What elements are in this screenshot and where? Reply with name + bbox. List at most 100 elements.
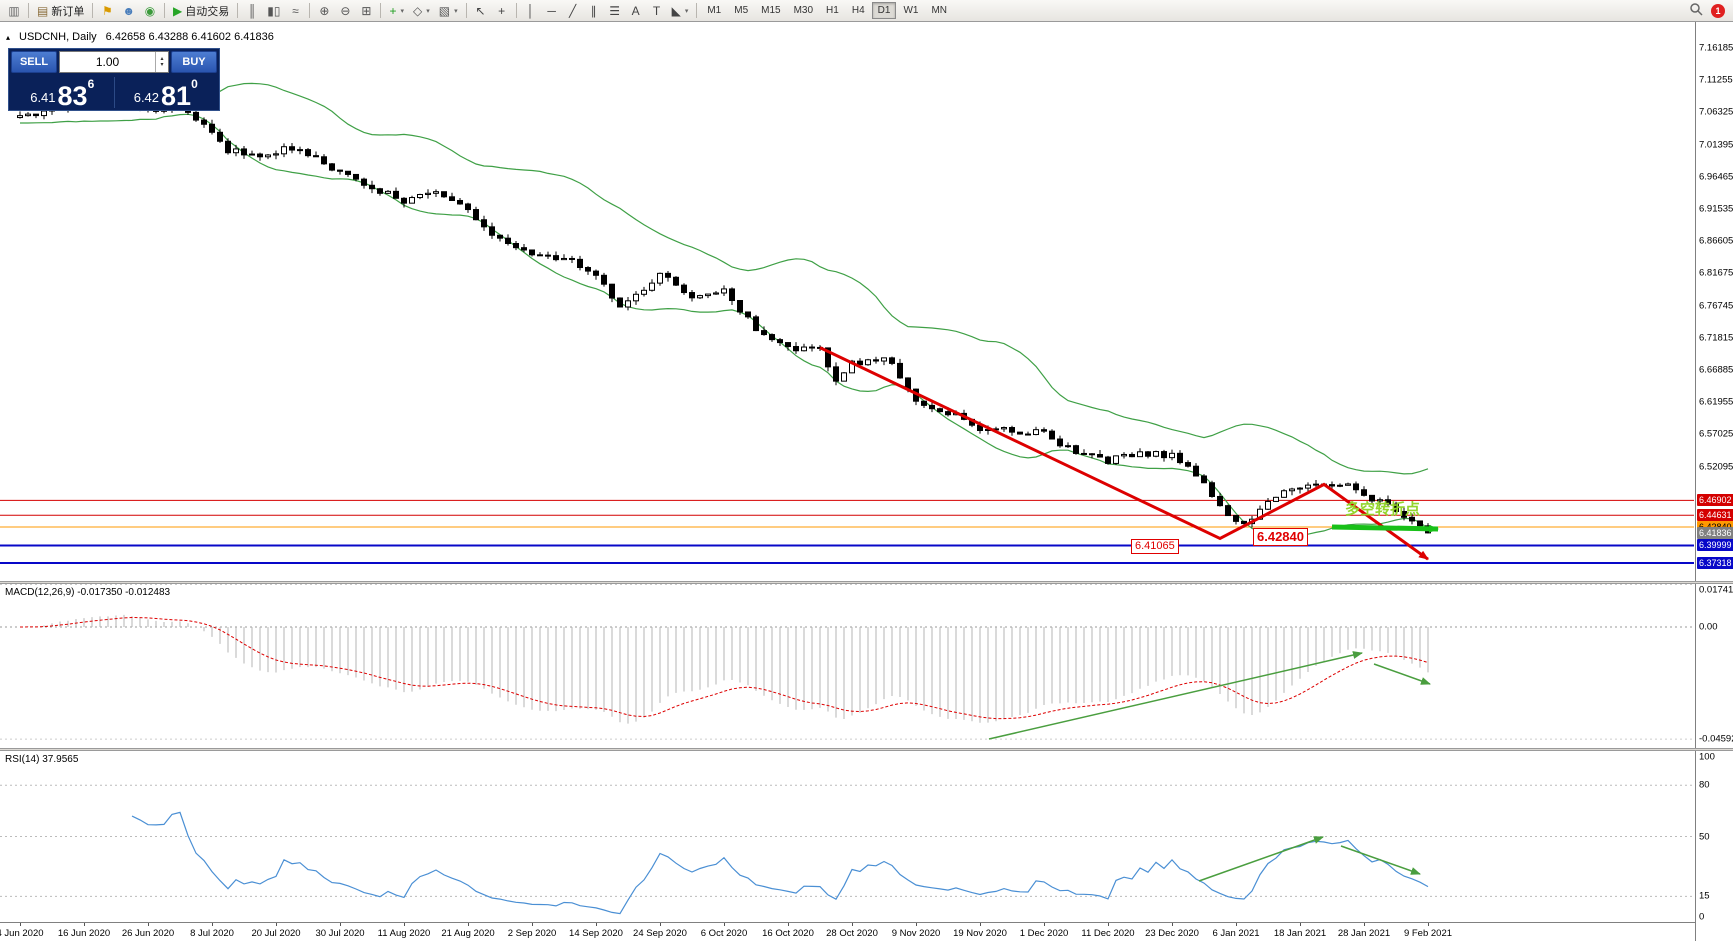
time-axis-tick — [84, 923, 85, 926]
price-label-level[interactable]: 6.42840 — [1253, 528, 1308, 546]
time-axis-tick — [532, 923, 533, 926]
spinner-up-icon[interactable]: ▴ — [160, 56, 164, 62]
time-axis-tick — [1108, 923, 1109, 926]
chart-ohlc-values: 6.42658 6.43288 6.41602 6.41836 — [105, 31, 274, 43]
timeframe-m5[interactable]: M5 — [734, 5, 749, 16]
timeframe-d1[interactable]: D1 — [871, 2, 897, 19]
zoom-in-button[interactable]: ⊕ — [314, 2, 334, 20]
current-price-marker: 6.41836 — [1697, 527, 1733, 540]
bar-chart-button[interactable]: ║ — [242, 2, 262, 20]
dropdown-caret-icon[interactable]: ▾ — [400, 7, 404, 15]
buy-price-head: 6.42 — [133, 90, 160, 105]
turning-point-annotation[interactable]: 多空转折点 — [1345, 501, 1421, 518]
time-axis-tick — [980, 923, 981, 926]
rsi-axis-label: 50 — [1699, 831, 1710, 842]
time-axis-tick — [20, 923, 21, 926]
notification-badge[interactable]: 1 — [1711, 3, 1725, 18]
time-axis-label: 9 Feb 2021 — [1403, 928, 1453, 939]
zoom-out-button[interactable]: ⊖ — [335, 2, 355, 20]
macd-axis-label: 0.00 — [1699, 621, 1718, 633]
new-order-button[interactable]: ▤ 新订单 — [33, 2, 88, 20]
spinner-down-icon[interactable]: ▾ — [160, 62, 164, 68]
timeframe-m15[interactable]: M15 — [761, 5, 781, 16]
time-axis-label: 2 Sep 2020 — [507, 928, 557, 939]
panel-splitter[interactable] — [0, 748, 1733, 751]
volume-input[interactable]: 1.00 ▴ ▾ — [59, 51, 169, 73]
megaphone-icon: ⚑ — [101, 3, 113, 18]
fibonacci-button[interactable]: ☰ — [605, 2, 625, 20]
volume-spinner[interactable]: ▴ ▾ — [155, 52, 168, 72]
announcement-button[interactable]: ⚑ — [97, 2, 117, 20]
price-axis-label: 6.52095 — [1699, 461, 1733, 472]
sell-price-sup: 6 — [87, 77, 95, 91]
trendline-button[interactable]: ╱ — [563, 2, 583, 20]
price-axis-label: 6.86605 — [1699, 235, 1733, 247]
time-axis-label: 6 Oct 2020 — [700, 928, 748, 939]
time-axis-label: 28 Oct 2020 — [826, 928, 878, 939]
timeframe-h1[interactable]: H1 — [826, 5, 839, 16]
templates-icon: ▧ — [438, 3, 451, 18]
one-click-trading-panel: SELL 1.00 ▴ ▾ BUY 6.41 83 6 6.42 81 0 — [8, 48, 220, 111]
dropdown-caret-icon[interactable]: ▾ — [684, 7, 689, 15]
time-axis-tick — [596, 923, 597, 926]
timeframe-m30[interactable]: M30 — [793, 5, 814, 16]
crosshair-button[interactable]: + — [492, 2, 512, 20]
dropdown-caret-icon[interactable]: ▾ — [454, 7, 458, 15]
time-axis-label: 1 Dec 2020 — [1019, 928, 1069, 939]
toolbar-separator — [237, 3, 239, 18]
chart-marker-icon: ▴ — [6, 32, 11, 42]
candlestick-chart-button[interactable]: ▮▯ — [263, 2, 284, 20]
toolbar-separator — [515, 3, 517, 18]
price-axis-label: 6.76745 — [1699, 300, 1733, 312]
timeframe-m1[interactable]: M1 — [707, 5, 722, 16]
horizontal-line-button[interactable]: ─ — [542, 2, 562, 20]
panel-splitter[interactable] — [0, 581, 1733, 584]
zoom-out-icon: ⊖ — [340, 3, 351, 18]
indicators-plus-icon: + — [389, 3, 397, 18]
rsi-indicator-chart[interactable] — [0, 751, 1695, 922]
price-label-low[interactable]: 6.41065 — [1131, 539, 1179, 554]
market-button[interactable]: ◉ — [140, 2, 160, 20]
timeframe-w1[interactable]: W1 — [903, 5, 919, 16]
rsi-axis-label: 100 — [1699, 751, 1715, 763]
search-icon[interactable] — [1689, 2, 1703, 19]
channel-button[interactable]: ∥ — [584, 2, 604, 20]
main-price-chart[interactable] — [0, 22, 1695, 581]
arrows-button[interactable]: ◣ ▾ — [668, 2, 693, 20]
autotrading-button-label: 自动交易 — [185, 5, 230, 18]
chart-window-button[interactable]: ▥ — [4, 2, 24, 20]
text-label-button[interactable]: T — [647, 2, 667, 20]
tile-windows-button[interactable]: ⊞ — [356, 2, 376, 20]
price-axis-label: 6.71815 — [1699, 332, 1733, 344]
community-button[interactable]: ☻ — [118, 2, 139, 20]
toolbar-separator — [92, 3, 94, 18]
timeframe-mn[interactable]: MN — [931, 5, 947, 16]
price-level-marker: 6.39999 — [1697, 539, 1733, 552]
vertical-line-button[interactable]: │ — [521, 2, 541, 20]
price-axis-label: 6.96465 — [1699, 171, 1733, 183]
line-chart-button[interactable]: ≈ — [285, 2, 305, 20]
crosshair-icon: + — [498, 3, 506, 18]
text-button[interactable]: A — [626, 2, 646, 20]
indicators-button[interactable]: + ▾ — [385, 2, 408, 20]
price-axis[interactable]: 7.16185 7.11255 7.06325 7.01395 6.96465 6.915… — [1695, 22, 1733, 941]
price-level-marker: 6.37318 — [1697, 557, 1733, 569]
time-axis-tick — [1300, 923, 1301, 926]
objects-button[interactable]: ◇ ▾ — [409, 2, 434, 20]
time-axis-tick — [468, 923, 469, 926]
rsi-axis-label: 80 — [1699, 779, 1710, 791]
cursor-button[interactable]: ↖ — [471, 2, 491, 20]
autotrading-button[interactable]: ▶ 自动交易 — [169, 2, 233, 20]
sell-button[interactable]: SELL — [11, 51, 57, 73]
fibonacci-icon: ☰ — [609, 3, 620, 18]
timeframe-h4[interactable]: H4 — [851, 5, 865, 16]
time-axis-label: 9 Nov 2020 — [891, 928, 941, 939]
time-axis[interactable]: 4 Jun 2020 16 Jun 2020 26 Jun 2020 8 Jul 20… — [0, 922, 1695, 941]
dropdown-caret-icon[interactable]: ▾ — [426, 7, 430, 15]
buy-button[interactable]: BUY — [171, 51, 217, 73]
templates-button[interactable]: ▧ ▾ — [435, 2, 462, 20]
price-axis-label: 6.91535 — [1699, 203, 1733, 215]
sell-price: 6.41 83 6 — [11, 75, 114, 110]
macd-indicator-chart[interactable] — [0, 584, 1695, 748]
